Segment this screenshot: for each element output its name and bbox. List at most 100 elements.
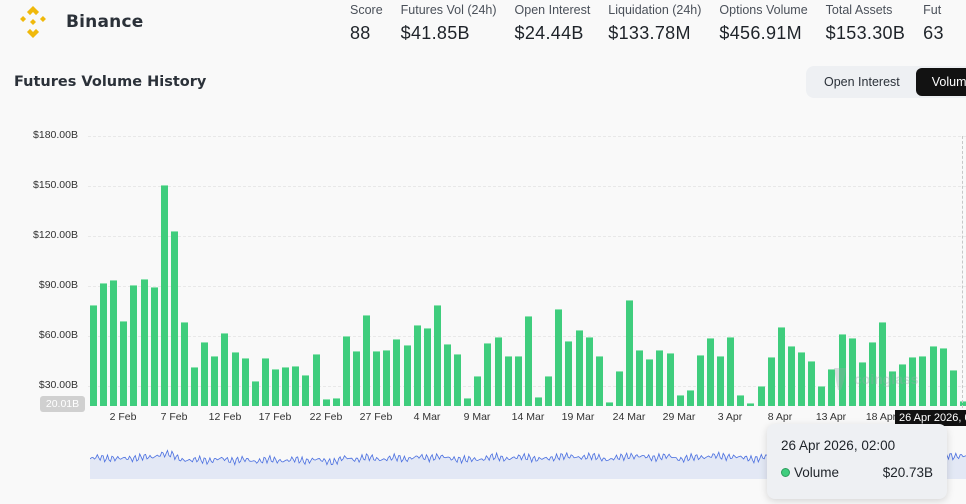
- volume-bar[interactable]: [302, 375, 310, 406]
- y-axis-label: $120.00B: [33, 229, 78, 241]
- volume-bar[interactable]: [828, 369, 836, 406]
- tab-volume[interactable]: Volum: [915, 68, 966, 96]
- volume-bar[interactable]: [292, 366, 300, 406]
- volume-bar[interactable]: [373, 351, 381, 406]
- volume-bar[interactable]: [352, 351, 360, 406]
- volume-bar[interactable]: [707, 338, 714, 406]
- volume-bar[interactable]: [605, 402, 613, 406]
- volume-bar[interactable]: [261, 358, 269, 406]
- volume-bar[interactable]: [808, 361, 816, 406]
- volume-bar[interactable]: [322, 399, 330, 406]
- volume-bar[interactable]: [767, 357, 775, 406]
- volume-bar[interactable]: [545, 376, 553, 406]
- volume-bar[interactable]: [433, 305, 441, 406]
- volume-bar[interactable]: [464, 398, 472, 406]
- volume-bar[interactable]: [282, 367, 290, 406]
- volume-bar[interactable]: [727, 337, 735, 406]
- volume-bar[interactable]: [474, 376, 482, 406]
- volume-bar[interactable]: [332, 398, 340, 406]
- volume-bar[interactable]: [909, 357, 917, 406]
- volume-bar[interactable]: [535, 397, 543, 406]
- volume-bar[interactable]: [484, 343, 492, 406]
- volume-bar[interactable]: [939, 348, 947, 406]
- volume-bar[interactable]: [757, 386, 765, 406]
- volume-bar[interactable]: [363, 315, 371, 406]
- volume-bar[interactable]: [676, 395, 684, 406]
- volume-bar[interactable]: [717, 356, 725, 406]
- volume-bar[interactable]: [838, 334, 846, 406]
- section-title: Futures Volume History: [14, 74, 207, 90]
- volume-bar[interactable]: [170, 231, 178, 406]
- volume-bar[interactable]: [423, 328, 431, 406]
- volume-bar[interactable]: [696, 355, 704, 406]
- volume-bar[interactable]: [686, 390, 694, 406]
- volume-bar[interactable]: [150, 287, 158, 406]
- volume-bar[interactable]: [181, 322, 189, 406]
- volume-bar[interactable]: [494, 337, 502, 406]
- exchange-brand: Binance: [14, 3, 143, 41]
- volume-bar[interactable]: [120, 321, 128, 406]
- volume-bar[interactable]: [403, 345, 411, 406]
- volume-bar[interactable]: [656, 350, 664, 406]
- volume-bar[interactable]: [868, 342, 876, 406]
- volume-bar[interactable]: [737, 395, 745, 406]
- volume-bar[interactable]: [858, 362, 866, 406]
- y-axis-label: $90.00B: [38, 279, 78, 291]
- volume-bar[interactable]: [342, 336, 350, 406]
- volume-bar[interactable]: [140, 279, 148, 406]
- watermark-text: coinglass: [854, 371, 919, 387]
- volume-bar[interactable]: [949, 370, 957, 406]
- volume-bar[interactable]: [201, 342, 209, 406]
- y-axis-label: $150.00B: [33, 179, 78, 191]
- stat-liquidation: Liquidation (24h) $133.78M: [608, 2, 701, 44]
- volume-bar[interactable]: [889, 371, 897, 406]
- volume-bar[interactable]: [504, 356, 512, 406]
- volume-bar[interactable]: [636, 350, 644, 406]
- volume-bar[interactable]: [818, 386, 826, 406]
- volume-bar[interactable]: [231, 352, 239, 406]
- volume-bar[interactable]: [585, 337, 593, 406]
- volume-bar[interactable]: [514, 356, 522, 406]
- volume-bar[interactable]: [878, 322, 886, 406]
- tooltip-date: 26 Apr 2026, 02:00: [781, 438, 896, 453]
- volume-bar[interactable]: [272, 369, 280, 406]
- coinglass-watermark: coinglass: [832, 366, 919, 392]
- volume-bar[interactable]: [666, 353, 674, 406]
- volume-bar[interactable]: [899, 364, 907, 406]
- volume-bar[interactable]: [798, 352, 806, 406]
- volume-bar[interactable]: [615, 371, 623, 406]
- volume-bar[interactable]: [454, 354, 462, 406]
- volume-bar[interactable]: [575, 330, 583, 406]
- volume-bar[interactable]: [191, 367, 199, 406]
- volume-bar[interactable]: [565, 341, 573, 406]
- volume-bar[interactable]: [413, 325, 421, 406]
- volume-bar[interactable]: [100, 283, 108, 406]
- volume-bar[interactable]: [160, 185, 168, 406]
- volume-bar[interactable]: [524, 316, 532, 406]
- volume-bar[interactable]: [555, 309, 563, 406]
- volume-bar[interactable]: [929, 346, 937, 406]
- stat-value: 63: [923, 23, 944, 43]
- volume-bar[interactable]: [777, 327, 785, 406]
- volume-bar[interactable]: [919, 356, 927, 406]
- volume-bar[interactable]: [848, 338, 856, 406]
- volume-bar[interactable]: [444, 344, 452, 406]
- volume-bar[interactable]: [221, 333, 229, 406]
- volume-bar[interactable]: [626, 300, 634, 406]
- volume-bar[interactable]: [383, 350, 391, 406]
- volume-bar[interactable]: [251, 381, 259, 406]
- volume-bar[interactable]: [110, 280, 118, 406]
- volume-bar[interactable]: [211, 356, 219, 406]
- volume-bar[interactable]: [646, 359, 654, 406]
- volume-bar[interactable]: [393, 339, 401, 406]
- volume-bar[interactable]: [312, 354, 320, 406]
- tab-open-interest[interactable]: Open Interest: [824, 75, 900, 89]
- volume-bar[interactable]: [747, 403, 755, 406]
- volume-bar[interactable]: [787, 346, 795, 406]
- volume-bar[interactable]: [241, 358, 249, 406]
- volume-bar[interactable]: [130, 285, 138, 406]
- volume-bar[interactable]: [595, 356, 603, 406]
- exchange-name: Binance: [66, 12, 144, 32]
- volume-bar[interactable]: [90, 305, 97, 406]
